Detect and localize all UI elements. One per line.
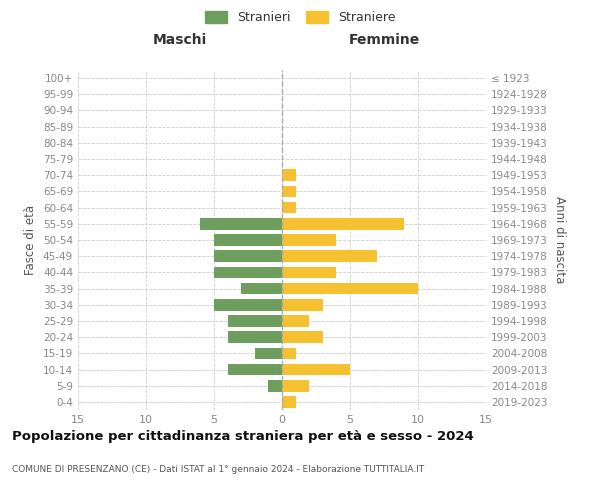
Bar (282, 170, 296, 181)
Y-axis label: Fasce di età: Fasce di età (25, 205, 37, 275)
Bar (282, 266, 337, 278)
Bar (214, 250, 282, 262)
Bar (282, 218, 404, 230)
Bar (282, 315, 309, 327)
Text: Popolazione per cittadinanza straniera per età e sesso - 2024: Popolazione per cittadinanza straniera p… (12, 430, 474, 443)
Y-axis label: Anni di nascita: Anni di nascita (553, 196, 566, 284)
Bar (200, 218, 282, 230)
Bar (282, 282, 418, 294)
Bar (214, 266, 282, 278)
Bar (282, 348, 296, 359)
Bar (227, 364, 282, 376)
Text: Maschi: Maschi (153, 34, 207, 48)
Bar (282, 299, 323, 310)
Bar (282, 396, 296, 407)
Bar (255, 348, 282, 359)
Bar (268, 380, 282, 392)
Bar (214, 299, 282, 310)
Bar (282, 186, 296, 198)
Bar (282, 234, 337, 246)
Bar (282, 332, 323, 343)
Bar (282, 250, 377, 262)
Bar (227, 315, 282, 327)
Bar (227, 332, 282, 343)
Bar (282, 380, 309, 392)
Legend: Stranieri, Straniere: Stranieri, Straniere (199, 6, 401, 29)
Text: COMUNE DI PRESENZANO (CE) - Dati ISTAT al 1° gennaio 2024 - Elaborazione TUTTITA: COMUNE DI PRESENZANO (CE) - Dati ISTAT a… (12, 465, 424, 474)
Bar (282, 364, 350, 376)
Bar (241, 282, 282, 294)
Bar (214, 234, 282, 246)
Text: Femmine: Femmine (349, 34, 419, 48)
Bar (282, 202, 296, 213)
